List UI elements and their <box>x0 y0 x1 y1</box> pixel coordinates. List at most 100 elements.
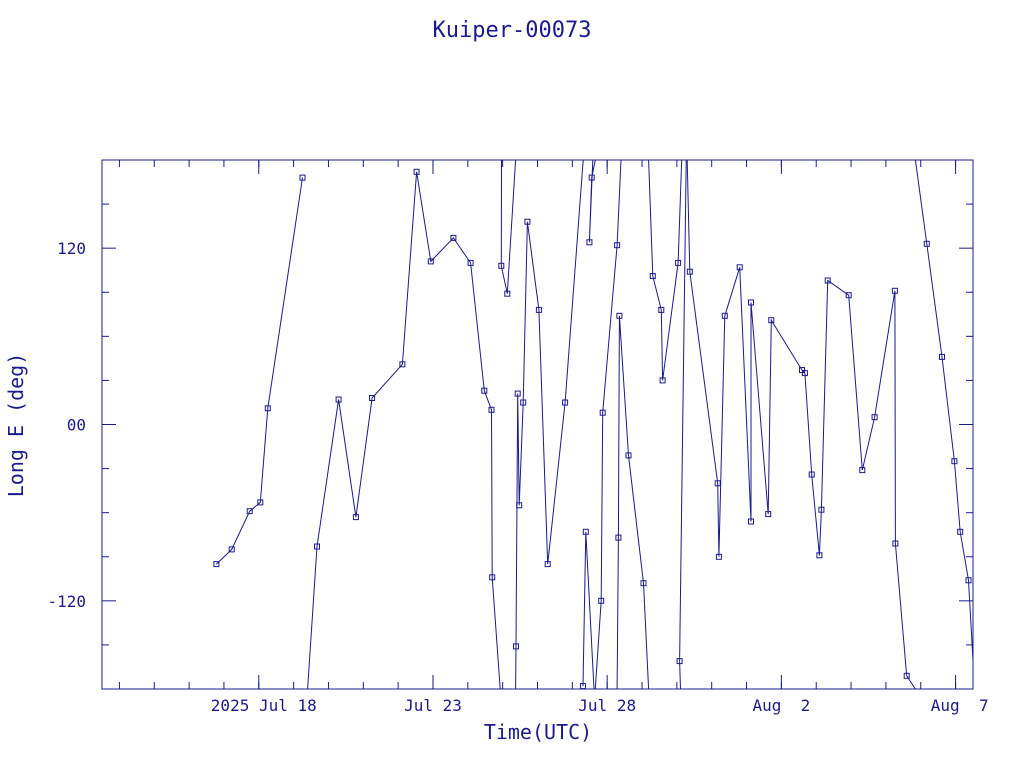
data-point <box>598 597 605 604</box>
data-point <box>715 553 722 560</box>
data-point <box>765 511 772 518</box>
data-point <box>524 218 531 225</box>
data-point <box>640 580 647 587</box>
data-point <box>599 409 606 416</box>
data-point <box>586 239 593 246</box>
data-point <box>413 168 420 175</box>
data-point <box>675 259 682 266</box>
plot-area <box>213 160 992 689</box>
data-point <box>616 312 623 319</box>
data-point <box>467 259 474 266</box>
data-point <box>903 672 910 679</box>
data-point <box>824 277 831 284</box>
data-point <box>957 528 964 535</box>
data-point <box>965 577 972 584</box>
chart-title: Kuiper-00073 <box>433 18 592 43</box>
data-point <box>615 534 622 541</box>
series-line-6 <box>588 160 596 243</box>
plot-frame <box>101 159 974 690</box>
series-line-7 <box>594 160 622 689</box>
data-point <box>427 258 434 265</box>
data-point <box>975 237 980 242</box>
data-point <box>649 273 656 280</box>
data-point <box>264 405 271 412</box>
data-point <box>714 480 721 487</box>
axis-ticks <box>102 160 973 689</box>
data-point <box>816 552 823 559</box>
data-point <box>488 406 495 413</box>
series-line-9 <box>648 160 683 381</box>
data-point <box>614 242 621 249</box>
data-point <box>369 395 376 401</box>
data-point <box>299 174 306 181</box>
x-tick-label: Aug 7 <box>931 696 989 715</box>
data-point <box>748 518 754 525</box>
series-layer <box>213 160 992 689</box>
data-point <box>658 306 665 313</box>
data-point <box>686 268 693 275</box>
data-point <box>399 361 406 368</box>
data-point <box>721 312 728 319</box>
data-point <box>450 234 457 241</box>
x-tick-label: 2025 Jul 18 <box>211 696 317 715</box>
y-axis-label: Long E (deg) <box>4 353 28 498</box>
data-point <box>736 264 743 271</box>
data-point <box>892 540 899 547</box>
data-point <box>951 458 958 465</box>
data-point <box>748 299 754 306</box>
data-point <box>544 561 551 568</box>
data-point <box>588 174 595 181</box>
data-point <box>659 377 666 384</box>
data-point <box>891 287 898 294</box>
data-point <box>582 528 589 535</box>
x-tick-label: Aug 2 <box>752 696 810 715</box>
data-point <box>246 508 253 515</box>
data-point <box>939 353 945 360</box>
series-line-8 <box>616 315 650 689</box>
series-line-4 <box>515 160 584 689</box>
series-line-3 <box>500 160 517 294</box>
data-point <box>481 387 488 394</box>
y-tick-label: 120 <box>57 239 86 258</box>
data-point <box>535 306 542 313</box>
data-point <box>859 467 866 474</box>
data-point <box>513 643 519 650</box>
series-line-5 <box>582 531 595 689</box>
data-point <box>352 514 359 521</box>
data-point <box>257 499 264 506</box>
axis-tick-labels: 2025 Jul 18 Jul 23 Jul 28 Aug 2 Aug 7 120 00 -1… <box>47 239 988 715</box>
data-point <box>562 399 569 406</box>
data-point <box>516 502 523 509</box>
data-point <box>314 543 320 550</box>
data-point <box>871 414 878 421</box>
y-tick-label: 00 <box>67 416 86 435</box>
data-point <box>987 350 992 355</box>
y-tick-label: -120 <box>47 592 86 611</box>
data-point <box>768 317 775 324</box>
series-line-12 <box>914 160 973 670</box>
data-point <box>801 370 808 377</box>
data-point <box>228 546 235 553</box>
data-point <box>676 658 683 665</box>
data-point <box>504 290 511 297</box>
x-axis-label: Time(UTC) <box>484 720 592 744</box>
data-point <box>808 471 815 478</box>
series-line-2 <box>307 171 501 689</box>
data-point <box>489 574 496 581</box>
series-line-10 <box>679 160 687 689</box>
data-point <box>818 506 825 513</box>
data-point <box>625 452 632 459</box>
series-line-13 <box>975 160 990 353</box>
data-point <box>514 390 521 397</box>
data-point <box>335 396 342 403</box>
data-point <box>977 175 982 180</box>
series-line-1 <box>216 177 303 565</box>
data-point <box>845 292 852 299</box>
data-point <box>923 240 930 247</box>
data-point <box>213 561 220 568</box>
series-line-11 <box>686 160 916 689</box>
data-point <box>520 399 527 406</box>
x-tick-label: Jul 28 <box>578 696 636 715</box>
x-tick-label: Jul 23 <box>404 696 462 715</box>
